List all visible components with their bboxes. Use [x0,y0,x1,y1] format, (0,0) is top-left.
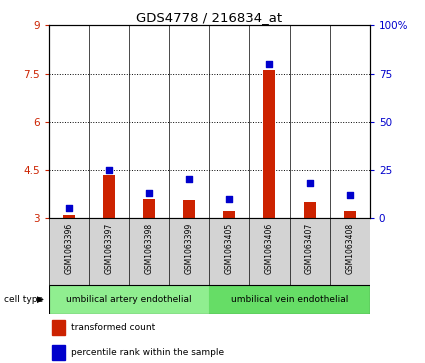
Text: GSM1063397: GSM1063397 [105,223,113,274]
Text: GSM1063407: GSM1063407 [305,223,314,274]
Bar [264,70,275,218]
Text: umbilical vein endothelial: umbilical vein endothelial [231,295,348,304]
Text: umbilical artery endothelial: umbilical artery endothelial [66,295,192,304]
Point [186,176,193,182]
Text: percentile rank within the sample: percentile rank within the sample [71,348,224,357]
Text: GSM1063408: GSM1063408 [345,223,354,274]
Title: GDS4778 / 216834_at: GDS4778 / 216834_at [136,11,282,24]
Bar [143,199,155,218]
Point [106,167,113,172]
Text: GSM1063405: GSM1063405 [225,223,234,274]
Bar [303,202,316,218]
Text: ▶: ▶ [37,295,44,304]
Text: GSM1063399: GSM1063399 [185,223,194,274]
Point [346,192,353,197]
Bar [52,345,65,360]
Bar [224,211,235,218]
Text: GSM1063396: GSM1063396 [65,223,74,274]
Bar [63,215,75,218]
Bar [183,200,195,218]
Bar [52,321,65,335]
Text: cell type: cell type [4,295,43,304]
Text: GSM1063398: GSM1063398 [144,223,154,274]
Point [146,190,153,196]
Bar [344,211,356,218]
Bar [49,285,209,314]
Text: GSM1063406: GSM1063406 [265,223,274,274]
Point [266,61,273,67]
Point [306,180,313,186]
Text: transformed count: transformed count [71,323,156,332]
Point [65,205,72,211]
Point [226,196,233,201]
Bar [103,175,115,218]
Bar [209,285,370,314]
